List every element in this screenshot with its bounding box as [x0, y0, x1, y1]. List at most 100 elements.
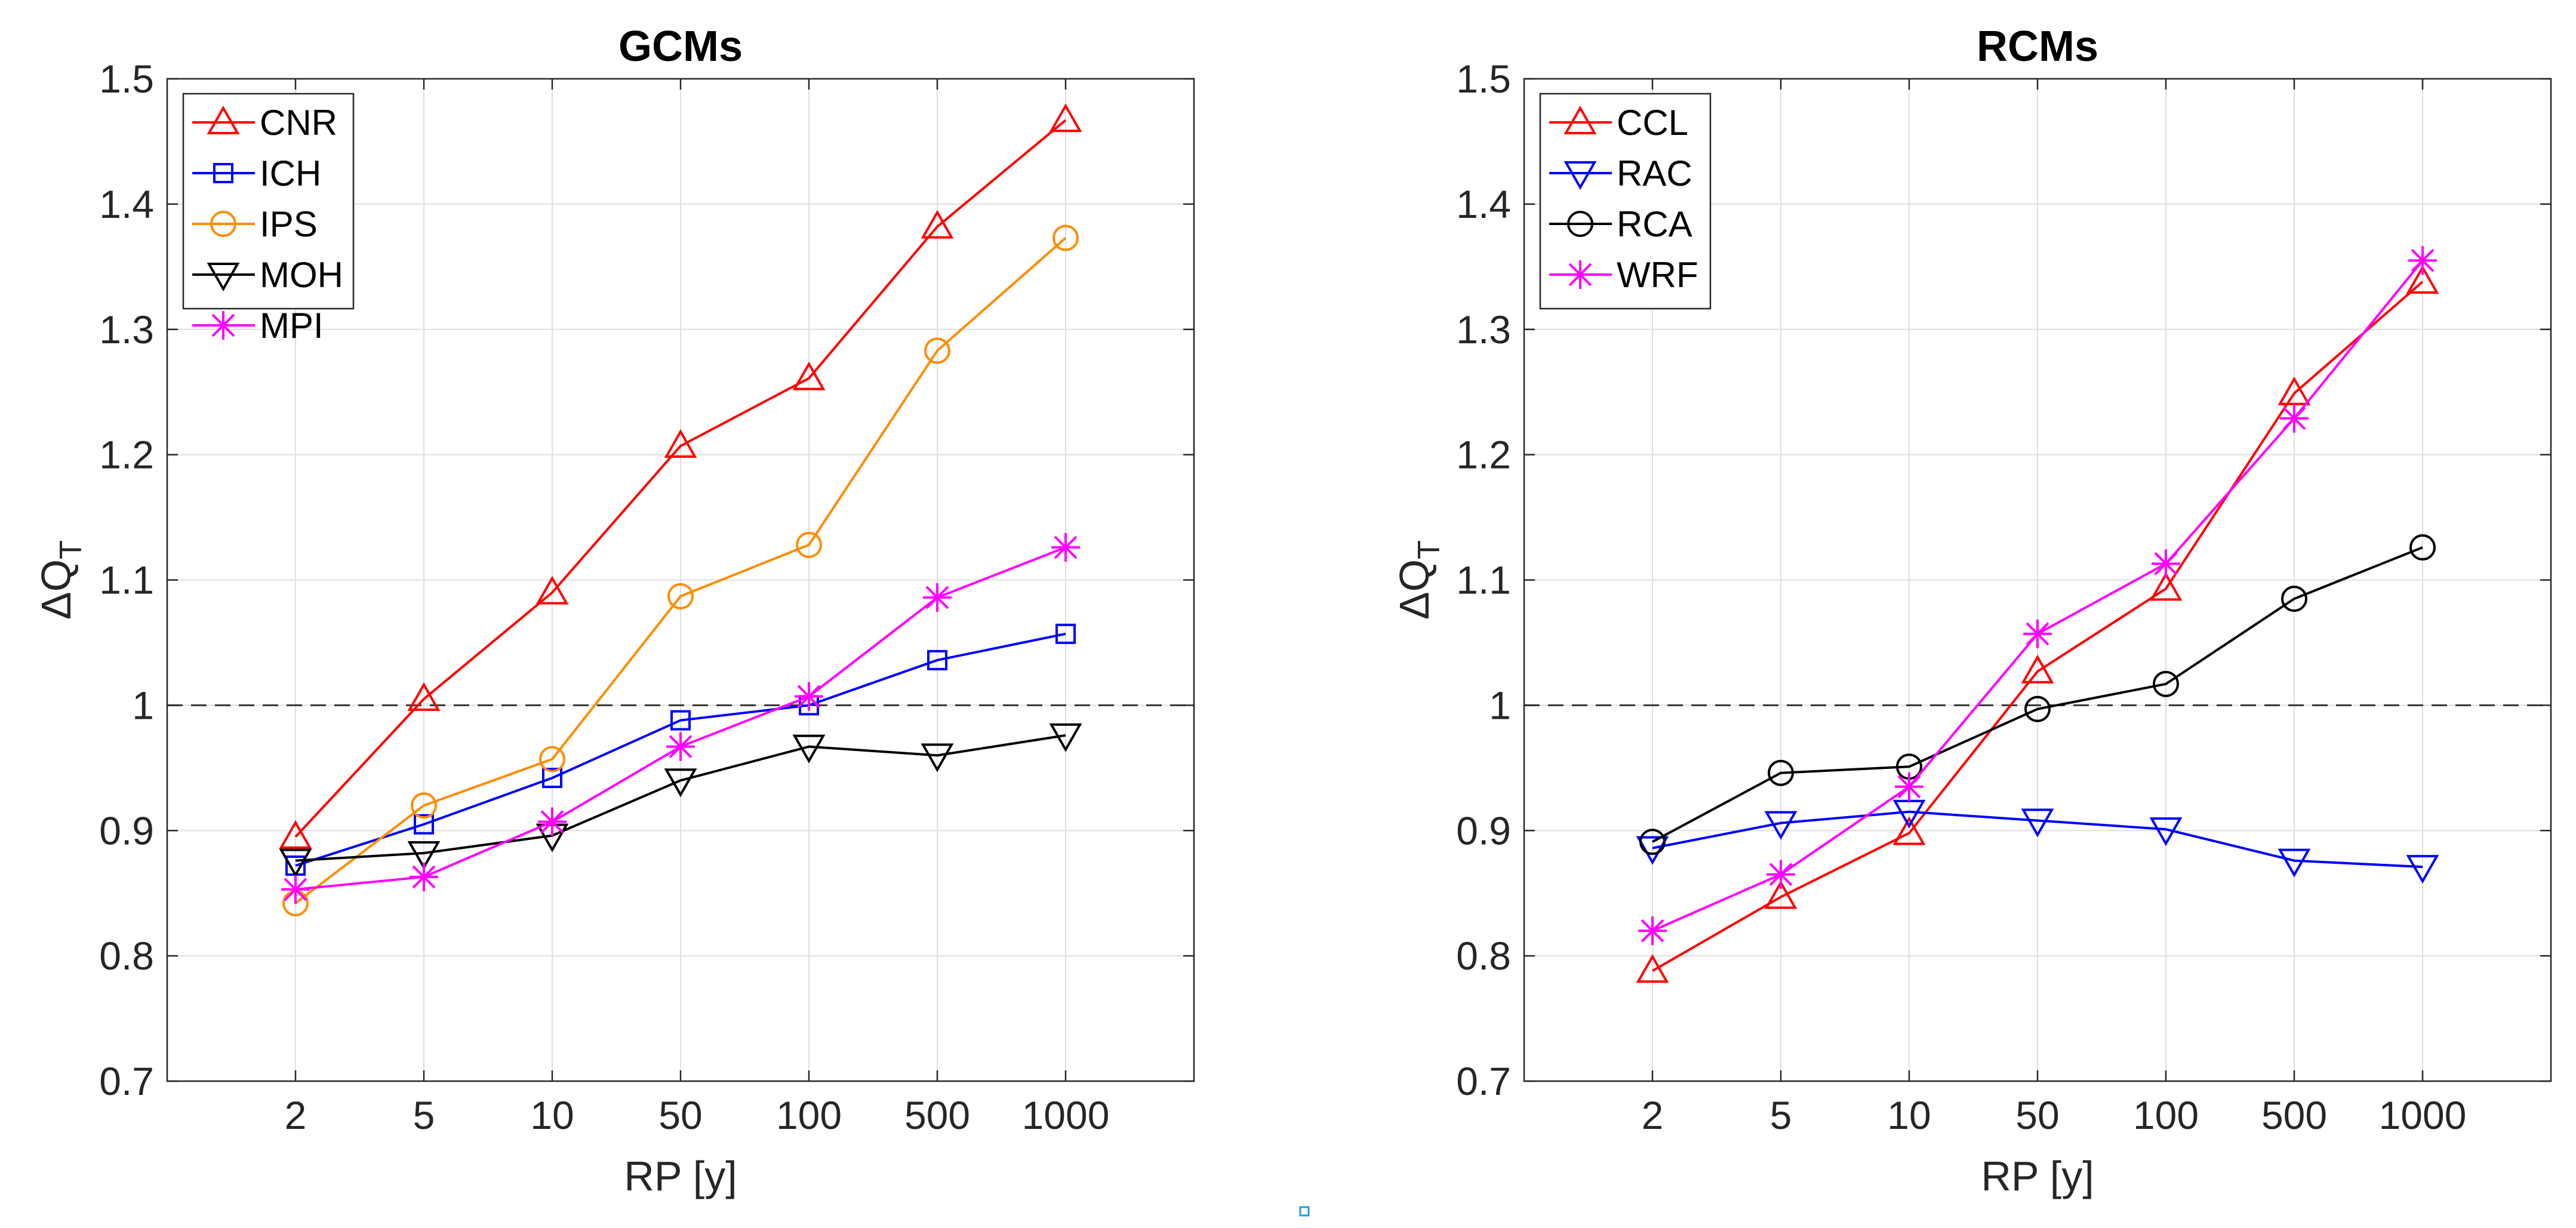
- legend-marker: [210, 211, 236, 237]
- series-moh: [279, 723, 1082, 878]
- y-tick-label: 1.2: [99, 433, 154, 477]
- data-point-wrf: [1895, 772, 1923, 801]
- legend: CCL RAC RCA WRF: [1539, 93, 1712, 310]
- legend-item-ich: ICH: [192, 153, 321, 193]
- data-point-ccl: [2021, 654, 2054, 684]
- x-tick-label: 10: [1887, 1093, 1931, 1137]
- data-point-rac: [2149, 817, 2183, 847]
- legend-item-ips: IPS: [192, 204, 318, 244]
- data-point-cnr: [664, 429, 697, 458]
- data-point-rac: [2278, 848, 2311, 878]
- data-point-ccl: [1636, 954, 1669, 983]
- y-tick-label: 0.7: [1456, 1059, 1511, 1103]
- data-point-mpi: [795, 682, 823, 711]
- y-tick-label: 1.5: [1456, 57, 1511, 101]
- x-tick-label: 2: [285, 1093, 307, 1137]
- rcm-chart-panel: 2 5 10 50 100 500 1000 0.7 0.8 0.9 1 1.1 1.2 1.3 1.4 1.…: [1391, 23, 2552, 1199]
- data-point-ips: [539, 746, 565, 772]
- chart-title: GCMs: [618, 23, 743, 70]
- legend-item-ccl: CCL: [1549, 103, 1688, 143]
- data-point-rca: [2024, 695, 2051, 722]
- data-point-rac: [2406, 855, 2439, 884]
- x-tick-label: 5: [413, 1093, 435, 1137]
- data-point-mpi: [281, 875, 310, 904]
- y-axis-label-main: ΔQ: [33, 559, 79, 620]
- data-point-rca: [2281, 585, 2307, 612]
- data-point-wrf: [2280, 404, 2309, 433]
- y-axis-label-subscript: T: [1412, 540, 1447, 559]
- data-point-ips: [411, 792, 437, 819]
- series-line-cnr: [294, 119, 1067, 838]
- data-point-ccl: [2406, 264, 2439, 294]
- series-line-ccl: [1652, 281, 2424, 972]
- series-line-rca: [1652, 546, 2423, 843]
- gcm-chart-panel: 2 5 10 50 100 500 1000 0.7 0.8 0.9 1 1.1 1.2 1.3 1.4 1.…: [33, 23, 1195, 1199]
- x-tick-label: 100: [2133, 1093, 2199, 1137]
- x-tick-label: 1000: [1022, 1093, 1110, 1137]
- data-point-rca: [1768, 759, 1794, 786]
- y-tick-label: 1: [1489, 683, 1511, 727]
- series-line-rac: [1652, 810, 2423, 869]
- data-point-ich: [1055, 623, 1076, 644]
- y-tick-label: 0.8: [1456, 934, 1511, 978]
- data-point-ccl: [1764, 880, 1798, 909]
- legend: CNR ICH IPS MOH MPI: [182, 93, 355, 346]
- x-axis-label: RP [y]: [624, 1153, 737, 1199]
- y-tick-label: 0.8: [99, 934, 154, 978]
- y-tick-label: 0.9: [99, 808, 154, 852]
- y-tick-label: 1.5: [99, 57, 154, 101]
- data-point-ccl: [1892, 816, 1926, 845]
- data-point-mpi: [666, 732, 695, 761]
- data-point-ips: [796, 531, 822, 558]
- data-point-moh: [407, 841, 441, 870]
- legend-marker: [207, 105, 240, 134]
- data-point-rca: [2409, 534, 2436, 561]
- legend-label: CCL: [1617, 103, 1688, 143]
- legend-marker: [209, 311, 238, 340]
- y-axis-label-subscript: T: [54, 540, 88, 559]
- series-rac: [1636, 799, 2439, 884]
- small-square-glyph: [1299, 1206, 1310, 1217]
- data-point-ips: [924, 337, 950, 364]
- series-line-ich: [295, 632, 1066, 867]
- data-point-rac: [1764, 811, 1798, 840]
- legend-marker: [1567, 211, 1593, 237]
- legend-item-rac: RAC: [1549, 153, 1692, 193]
- data-point-ich: [670, 710, 691, 731]
- legend-label: RAC: [1617, 153, 1692, 193]
- legend-label: WRF: [1617, 255, 1698, 295]
- legend-marker: [1564, 105, 1597, 134]
- chart-title: RCMs: [1977, 23, 2098, 70]
- legend-item-mpi: MPI: [192, 306, 324, 346]
- data-point-wrf: [2023, 619, 2052, 648]
- data-point-moh: [279, 848, 312, 878]
- y-tick-label: 0.9: [1456, 808, 1511, 852]
- y-tick-label: 1.3: [99, 307, 154, 352]
- data-point-rac: [2021, 808, 2054, 838]
- y-tick-label: 1.1: [1456, 558, 1511, 602]
- y-tick-label: 1.2: [1456, 433, 1511, 477]
- x-tick-label: 50: [658, 1093, 702, 1137]
- data-point-cnr: [1049, 103, 1082, 133]
- y-axis-label: ΔQT: [33, 540, 88, 620]
- x-tick-label: 100: [776, 1093, 842, 1137]
- data-point-ich: [414, 814, 434, 835]
- data-point-ips: [667, 583, 694, 610]
- y-tick-label: 1.1: [99, 558, 154, 602]
- data-point-rca: [1639, 829, 1666, 855]
- series-rca: [1639, 534, 2436, 855]
- y-axis-label-main: ΔQ: [1391, 559, 1438, 620]
- data-point-cnr: [279, 820, 312, 849]
- data-point-ich: [542, 768, 562, 789]
- x-tick-label: 500: [904, 1093, 970, 1137]
- data-point-cnr: [921, 210, 954, 239]
- series-ips: [282, 224, 1079, 916]
- data-point-moh: [921, 743, 954, 772]
- y-tick-label: 1: [132, 683, 154, 727]
- y-tick-label: 1.4: [1456, 182, 1511, 226]
- legend-marker: [1566, 260, 1595, 289]
- data-point-rca: [2153, 670, 2179, 697]
- x-tick-label: 10: [530, 1093, 574, 1137]
- series-mpi: [281, 533, 1080, 904]
